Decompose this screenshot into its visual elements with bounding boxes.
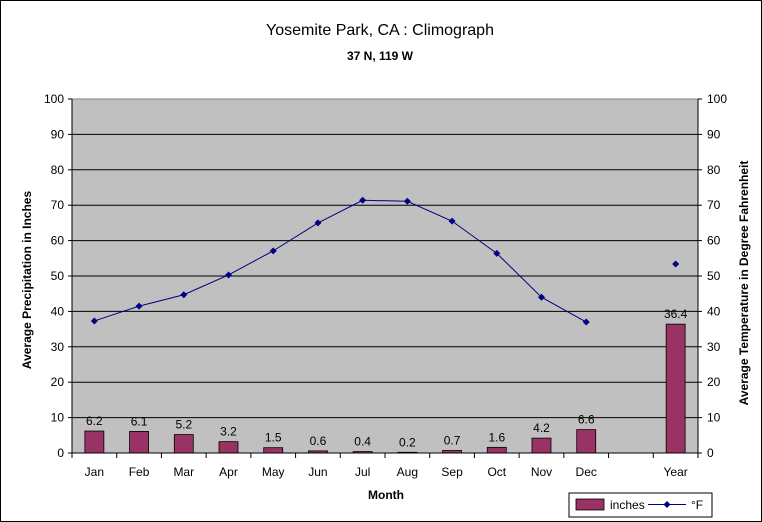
bar-value-label: 6.6 — [578, 413, 595, 427]
legend-marker-temp — [663, 501, 671, 508]
y-axis-right: 0 10 20 30 40 50 60 70 80 90 100 — [697, 92, 727, 460]
temp-point — [180, 291, 188, 299]
x-tick-label: Year — [664, 465, 688, 479]
temperature-line — [90, 196, 680, 326]
temp-point — [269, 247, 277, 255]
temp-point — [135, 302, 143, 310]
precip-bar — [173, 434, 194, 454]
temp-line-segment — [94, 199, 587, 323]
precip-bar — [218, 441, 239, 454]
temp-point — [225, 271, 232, 279]
temp-point — [493, 249, 501, 257]
y-right-tick-label: 0 — [707, 446, 714, 460]
bar-value-label: 36.4 — [664, 307, 688, 321]
y-right-tick-label: 30 — [707, 340, 721, 354]
x-tick-label: Nov — [531, 465, 552, 479]
x-axis: Jan Feb Mar Apr May Jun Jul Aug Sep Oct Nov Dec Year — [71, 452, 699, 479]
x-tick-label: Feb — [129, 465, 150, 479]
bar-data-labels: 6.2 6.1 5.2 3.2 1.5 0.6 0.4 0.2 0.7 1.6 4.2 6.6 36.4 — [86, 307, 688, 449]
legend: inches °F — [568, 492, 713, 518]
x-tick-label: Apr — [219, 465, 238, 479]
x-tick-label: Jul — [355, 465, 370, 479]
precip-bar — [665, 323, 686, 454]
bar-value-label: 4.2 — [533, 421, 550, 435]
bar-value-label: 6.1 — [131, 414, 148, 428]
x-tick-label: May — [262, 465, 285, 479]
x-tick-label: Aug — [397, 465, 418, 479]
bar-value-label: 5.2 — [175, 418, 192, 432]
y-right-tick-label: 40 — [707, 304, 721, 318]
precipitation-bars — [84, 323, 686, 454]
bar-value-label: 0.2 — [399, 435, 416, 449]
y-right-tick-label: 100 — [707, 92, 727, 106]
y-left-tick-label: 80 — [51, 163, 65, 177]
legend-swatch-inches — [575, 498, 605, 511]
precip-bar — [129, 431, 149, 454]
bar-value-label: 0.7 — [444, 434, 461, 448]
x-tick-label: Oct — [487, 465, 506, 479]
bar-value-label: 0.6 — [310, 434, 327, 448]
temp-point — [448, 217, 456, 225]
x-tick-label: Sep — [441, 465, 463, 479]
bar-value-label: 1.6 — [488, 430, 505, 444]
x-axis-label: Month — [368, 488, 404, 502]
y-left-tick-label: 30 — [51, 340, 65, 354]
temp-point — [314, 219, 322, 227]
y-right-tick-label: 80 — [707, 163, 721, 177]
y-right-tick-label: 50 — [707, 269, 721, 283]
y-left-tick-label: 40 — [51, 304, 65, 318]
temp-point — [403, 197, 411, 205]
temp-point — [538, 293, 545, 301]
temp-point — [672, 260, 680, 268]
temp-point — [90, 317, 98, 325]
chart-title: Yosemite Park, CA : Climograph — [266, 22, 494, 39]
precip-bar — [84, 430, 105, 454]
gridlines — [72, 133, 698, 419]
y-axis-right-label: Average Temperature in Degree Fahrenheit — [737, 161, 751, 406]
legend-label-temp: °F — [691, 498, 703, 512]
chart-subtitle: 37 N, 119 W — [347, 49, 414, 63]
precip-bar — [576, 429, 597, 454]
y-right-tick-label: 70 — [707, 198, 721, 212]
bar-value-label: 3.2 — [220, 425, 237, 439]
y-left-tick-label: 20 — [51, 375, 65, 389]
bar-value-label: 1.5 — [265, 431, 282, 445]
bar-value-label: 6.2 — [86, 414, 103, 428]
y-left-tick-label: 50 — [51, 269, 65, 283]
y-left-tick-label: 10 — [51, 411, 65, 425]
y-right-tick-label: 20 — [707, 375, 721, 389]
y-axis-left-label: Average Precipitation in Inches — [20, 191, 34, 370]
x-tick-label: Jan — [85, 465, 104, 479]
y-right-tick-label: 60 — [707, 234, 721, 248]
x-tick-label: Mar — [173, 465, 194, 479]
y-left-tick-label: 90 — [51, 127, 65, 141]
y-right-tick-label: 10 — [707, 411, 721, 425]
y-left-tick-label: 60 — [51, 234, 65, 248]
y-axis-left: 0 10 20 30 40 50 60 70 80 90 100 — [44, 92, 73, 460]
precip-bar — [263, 447, 284, 454]
y-left-tick-label: 100 — [44, 92, 64, 106]
bar-value-label: 0.4 — [354, 435, 371, 449]
legend-label-inches: inches — [610, 498, 645, 512]
x-tick-label: Jun — [308, 465, 327, 479]
y-left-tick-label: 70 — [51, 198, 65, 212]
temp-point — [582, 318, 590, 326]
y-right-tick-label: 90 — [707, 127, 721, 141]
precip-bar — [486, 446, 507, 454]
y-left-tick-label: 0 — [57, 446, 64, 460]
temp-point — [359, 196, 367, 204]
precip-bar — [531, 437, 552, 454]
x-tick-label: Dec — [576, 465, 597, 479]
